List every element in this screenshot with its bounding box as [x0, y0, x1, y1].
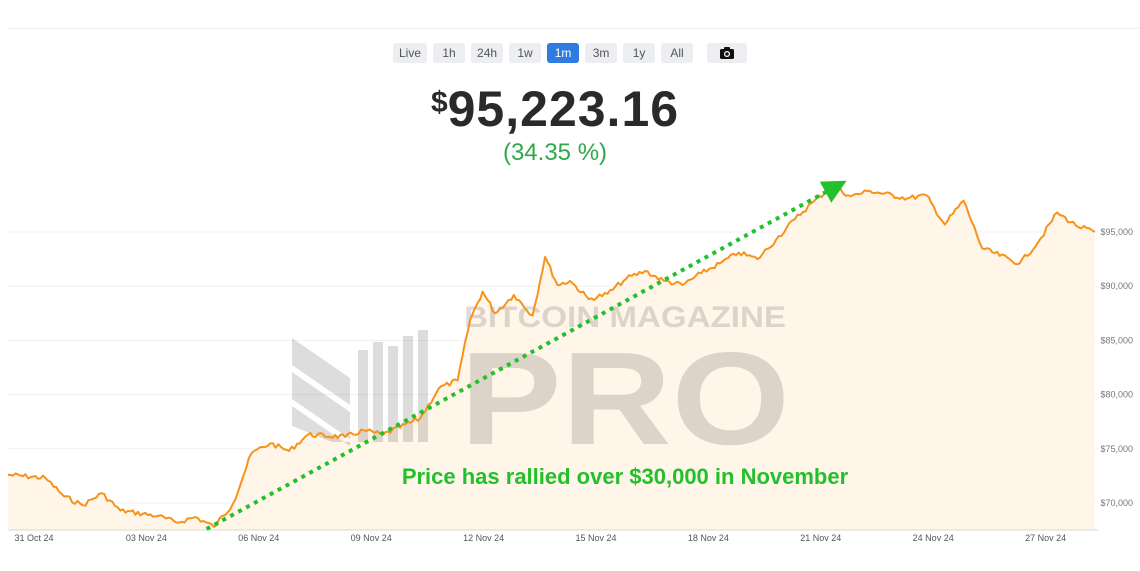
annotation-text: Price has rallied over $30,000 in Novemb… [402, 464, 849, 489]
y-tick-label: $75,000 [1100, 444, 1133, 454]
range-24h-button[interactable]: 24h [471, 43, 504, 63]
y-axis: $70,000 $75,000 $80,000 $85,000 $90,000 $95,0… [1100, 227, 1133, 508]
range-1y-button[interactable]: 1y [623, 43, 656, 63]
y-tick-label: $95,000 [1100, 227, 1133, 237]
range-live-button[interactable]: Live [393, 43, 428, 63]
range-1m-button[interactable]: 1m [547, 43, 580, 63]
price-change: (34.35 %) [502, 139, 608, 166]
trend-arrow [205, 180, 847, 531]
watermark-main-text: PRO [460, 325, 790, 472]
watermark-top-text: BITCOIN MAGAZINE [464, 301, 786, 334]
current-price: $95,223.16 [0, 80, 1110, 138]
range-all-button[interactable]: All [661, 43, 694, 63]
time-range-selector: Live 1h 24h 1w 1m 3m 1y All [393, 43, 748, 63]
watermark-logo-icon [292, 330, 428, 446]
x-tick-label: 15 Nov 24 [575, 533, 616, 543]
y-tick-label: $70,000 [1100, 498, 1133, 508]
range-1w-button[interactable]: 1w [509, 43, 542, 63]
screenshot-button[interactable] [707, 43, 748, 63]
range-1h-button[interactable]: 1h [433, 43, 466, 63]
price-value: 95,223.16 [447, 81, 680, 137]
x-tick-label: 27 Nov 24 [1025, 533, 1066, 543]
x-tick-label: 18 Nov 24 [688, 533, 729, 543]
camera-icon [720, 47, 735, 59]
x-tick-label: 31 Oct 24 [14, 533, 53, 543]
range-3m-button[interactable]: 3m [585, 43, 618, 63]
x-tick-label: 12 Nov 24 [463, 533, 504, 543]
x-axis: 31 Oct 24 03 Nov 24 06 Nov 24 09 Nov 24 12 N… [14, 533, 1066, 543]
y-tick-label: $80,000 [1100, 390, 1133, 400]
chart-frame [8, 28, 1140, 571]
x-tick-label: 06 Nov 24 [238, 533, 279, 543]
y-tick-label: $90,000 [1100, 281, 1133, 291]
y-tick-label: $85,000 [1100, 335, 1133, 345]
x-tick-label: 03 Nov 24 [126, 533, 167, 543]
x-tick-label: 24 Nov 24 [913, 533, 954, 543]
currency-symbol: $ [430, 86, 448, 119]
x-tick-label: 21 Nov 24 [800, 533, 841, 543]
x-tick-label: 09 Nov 24 [351, 533, 392, 543]
watermark: BITCOIN MAGAZINE PRO [292, 301, 790, 472]
price-line [7, 185, 1096, 528]
price-area [8, 186, 1095, 530]
